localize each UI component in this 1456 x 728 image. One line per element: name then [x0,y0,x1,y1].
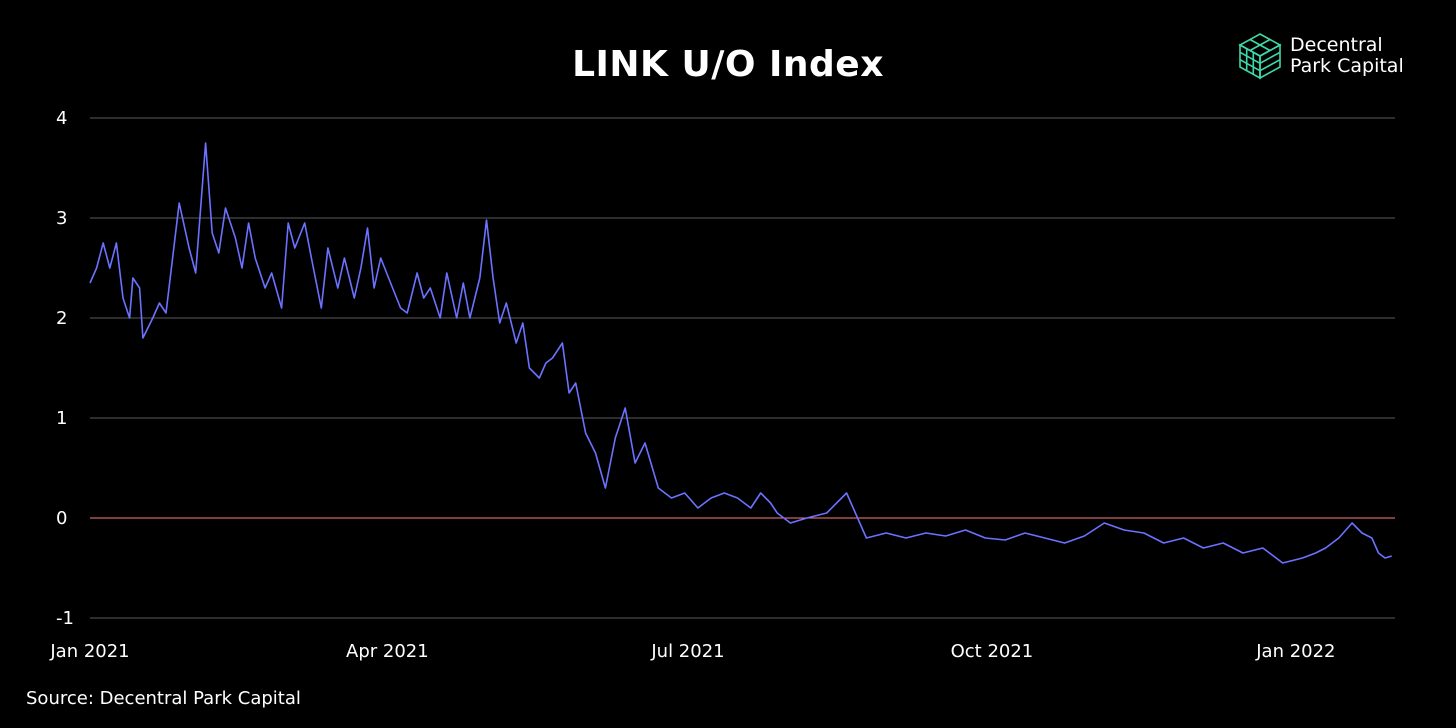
y-tick-label: -1 [56,608,74,629]
cube-logo-icon [1238,33,1282,80]
brand-name-line2: Park Capital [1290,55,1404,77]
y-tick-label: 4 [56,108,67,129]
x-tick-label: Jul 2021 [650,641,724,662]
x-tick-label: Jan 2022 [1255,641,1335,662]
chart-title: LINK U/O Index [572,44,884,85]
brand-logo-block: Decentral Park Capital [1238,32,1404,80]
y-axis-ticks: 4 3 2 1 0 -1 [56,108,74,629]
y-tick-label: 2 [56,308,67,329]
y-tick-label: 1 [56,408,67,429]
y-tick-label: 3 [56,208,67,229]
x-tick-label: Apr 2021 [346,641,429,662]
x-tick-label: Oct 2021 [951,641,1034,662]
y-tick-label: 0 [56,508,67,529]
series-layer [89,142,1392,564]
source-note: Source: Decentral Park Capital [26,688,301,709]
grid-lines [90,117,1395,619]
brand-name: Decentral Park Capital [1290,35,1404,77]
x-axis-ticks: Jan 2021 Apr 2021 Jul 2021 Oct 2021 Jan 2022 [49,641,1335,662]
x-tick-label: Jan 2021 [49,641,129,662]
series-line [89,142,1392,564]
brand-name-line1: Decentral [1290,34,1383,56]
